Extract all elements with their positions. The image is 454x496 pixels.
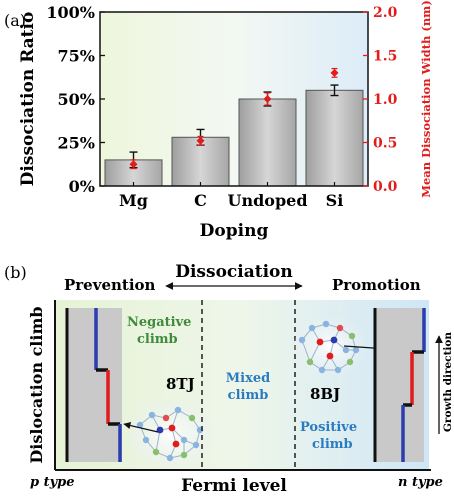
width-point-c bbox=[196, 135, 205, 146]
panel-a-label: (a) bbox=[4, 11, 26, 30]
mixed-climb-line1: Mixed bbox=[226, 371, 270, 386]
left-axis-ticks: 0% 25% 50% 75% 100% bbox=[46, 3, 105, 196]
right-axis-ticks: 0.0 0.5 1.0 1.5 2.0 bbox=[363, 5, 398, 195]
bar-errorbar-si bbox=[330, 84, 339, 97]
left-dislocation-slab bbox=[66, 308, 122, 462]
y-tick-label: 25% bbox=[58, 134, 95, 153]
fermi-level-label: Fermi level bbox=[181, 476, 287, 496]
negative-climb-line1: Negative bbox=[127, 315, 191, 330]
y-tick-label: 75% bbox=[58, 47, 95, 66]
width-point-mg bbox=[129, 159, 138, 170]
x-tick-label: Mg bbox=[119, 191, 148, 210]
y-tick-label: 100% bbox=[46, 3, 95, 22]
y-tick-label: 50% bbox=[58, 90, 95, 109]
x-axis-label: Doping bbox=[200, 221, 269, 241]
prevention-label: Prevention bbox=[64, 276, 156, 294]
width-points-group bbox=[129, 67, 339, 170]
x-tick-label: Si bbox=[326, 191, 344, 210]
x-tick-label: C bbox=[194, 191, 207, 210]
label-8bj: 8BJ bbox=[310, 385, 340, 403]
dissociation-title: Dissociation bbox=[175, 262, 293, 282]
y2-tick-label: 0.0 bbox=[373, 179, 398, 195]
y-axis-label: Dissociation Ratio bbox=[18, 12, 38, 187]
right-dislocation-slab bbox=[374, 308, 424, 462]
atomic-structure-8tj bbox=[128, 401, 212, 469]
growth-direction-label: Growth direction bbox=[442, 332, 454, 432]
panel-b-label: (b) bbox=[4, 263, 27, 282]
y2-tick-label: 1.5 bbox=[373, 49, 397, 65]
negative-climb-line2: climb bbox=[137, 332, 178, 347]
panel-b: (b) Dissociation Prevention Promotion bbox=[4, 262, 454, 496]
y2-axis-label: Mean Dissociation Width (nm) bbox=[419, 0, 433, 198]
y-tick-label: 0% bbox=[69, 177, 95, 196]
width-point-undoped bbox=[263, 92, 272, 106]
y2-tick-label: 0.5 bbox=[373, 136, 397, 152]
width-point-si bbox=[330, 67, 339, 78]
x-axis-ticks: Mg C Undoped Si bbox=[119, 182, 343, 210]
y2-tick-label: 2.0 bbox=[373, 5, 398, 21]
arrow-8tj-to-kink bbox=[123, 421, 159, 433]
panel-a: (a) 0% 25% 50% 75% 100% 0.0 0.5 1.0 1.5 2.0 Mg C U… bbox=[4, 0, 433, 241]
mixed-climb-line2: climb bbox=[228, 388, 269, 403]
p-type-label: p type bbox=[30, 475, 75, 490]
n-type-label: n type bbox=[398, 475, 443, 490]
dislocation-climb-label: Dislocation climb bbox=[27, 306, 46, 463]
x-tick-label: Undoped bbox=[228, 191, 308, 210]
label-8tj: 8TJ bbox=[166, 375, 195, 393]
positive-climb-line2: climb bbox=[312, 437, 353, 452]
positive-climb-line1: Positive bbox=[300, 420, 357, 435]
y2-tick-label: 1.0 bbox=[373, 92, 398, 108]
bar-si bbox=[305, 89, 364, 187]
promotion-label: Promotion bbox=[332, 276, 421, 294]
bar-undoped bbox=[238, 98, 297, 187]
atomic-structure-8bj bbox=[294, 316, 366, 376]
